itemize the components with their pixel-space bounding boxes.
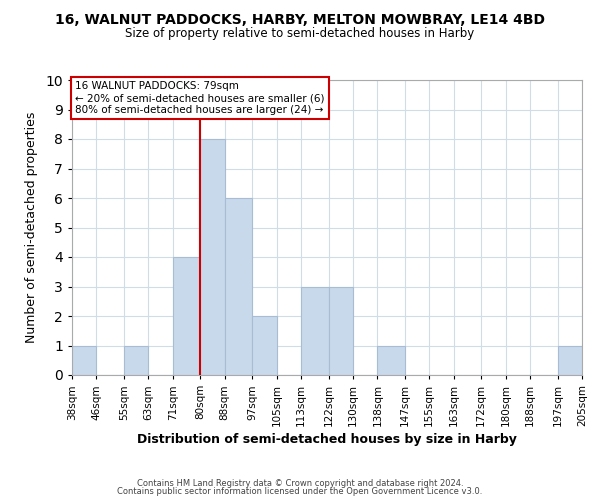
Text: 16 WALNUT PADDOCKS: 79sqm
← 20% of semi-detached houses are smaller (6)
80% of s: 16 WALNUT PADDOCKS: 79sqm ← 20% of semi-…	[75, 82, 325, 114]
Text: Contains public sector information licensed under the Open Government Licence v3: Contains public sector information licen…	[118, 487, 482, 496]
Bar	[301, 286, 329, 375]
Bar	[252, 316, 277, 375]
Bar	[557, 346, 582, 375]
Bar	[200, 139, 224, 375]
X-axis label: Distribution of semi-detached houses by size in Harby: Distribution of semi-detached houses by …	[137, 433, 517, 446]
Bar	[329, 286, 353, 375]
Bar	[173, 257, 200, 375]
Bar	[224, 198, 252, 375]
Text: Size of property relative to semi-detached houses in Harby: Size of property relative to semi-detach…	[125, 28, 475, 40]
Bar	[72, 346, 97, 375]
Text: 16, WALNUT PADDOCKS, HARBY, MELTON MOWBRAY, LE14 4BD: 16, WALNUT PADDOCKS, HARBY, MELTON MOWBR…	[55, 12, 545, 26]
Bar	[124, 346, 148, 375]
Bar	[377, 346, 405, 375]
Y-axis label: Number of semi-detached properties: Number of semi-detached properties	[25, 112, 38, 343]
Text: Contains HM Land Registry data © Crown copyright and database right 2024.: Contains HM Land Registry data © Crown c…	[137, 478, 463, 488]
